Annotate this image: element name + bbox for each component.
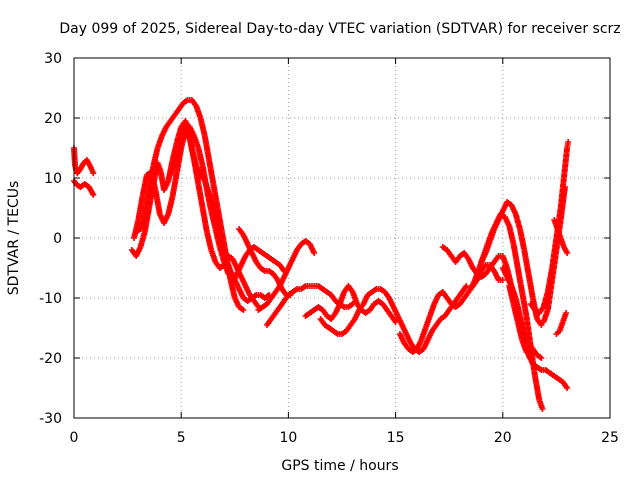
data-point (527, 352, 534, 358)
data-point (564, 250, 571, 256)
data-point (311, 250, 318, 256)
y-tick-label: 10 (44, 171, 62, 187)
axis-ticks: 0 5 10 15 20 25 -30 -20 -10 0 10 20 30 (39, 51, 619, 446)
data-point (90, 170, 97, 177)
y-tick-label: -10 (39, 291, 62, 307)
series-track-5 (133, 97, 247, 313)
series-track-2 (71, 178, 97, 198)
y-tick-label: 20 (44, 111, 62, 127)
grid (74, 58, 610, 418)
y-axis-title: SDTVAR / TECUs (6, 181, 22, 296)
x-tick-label: 25 (601, 430, 619, 446)
series-track-9 (255, 238, 318, 313)
series-track-21 (551, 217, 571, 256)
series-track-10 (263, 283, 356, 328)
series-track-18 (506, 283, 534, 358)
x-tick-label: 10 (279, 430, 297, 446)
series-track-16 (478, 199, 545, 328)
series-track-6 (167, 121, 232, 277)
x-tick-label: 5 (177, 430, 186, 446)
data-point (564, 385, 571, 391)
data-point (392, 319, 399, 325)
y-tick-label: -20 (39, 351, 62, 367)
data-point (539, 406, 546, 412)
x-axis-title: GPS time / hours (281, 458, 398, 474)
x-tick-label: 15 (387, 430, 405, 446)
chart-title: Day 099 of 2025, Sidereal Day-to-day VTE… (59, 21, 620, 37)
series-track-20 (540, 184, 568, 325)
series-track-12 (317, 283, 470, 355)
data-point (499, 277, 506, 283)
data-point (561, 184, 568, 190)
data-point (563, 310, 570, 316)
data-point (538, 355, 545, 361)
y-tick-label: 0 (53, 231, 62, 247)
data-points (71, 97, 572, 412)
data-point (225, 271, 232, 277)
y-tick-label: -30 (39, 411, 62, 427)
series-track-22 (553, 310, 570, 337)
data-point (90, 191, 97, 198)
y-tick-label: 30 (44, 51, 62, 67)
x-tick-label: 0 (70, 430, 79, 446)
data-point (565, 139, 572, 145)
data-point (240, 307, 247, 313)
x-tick-label: 20 (494, 430, 512, 446)
data-point (463, 283, 470, 289)
